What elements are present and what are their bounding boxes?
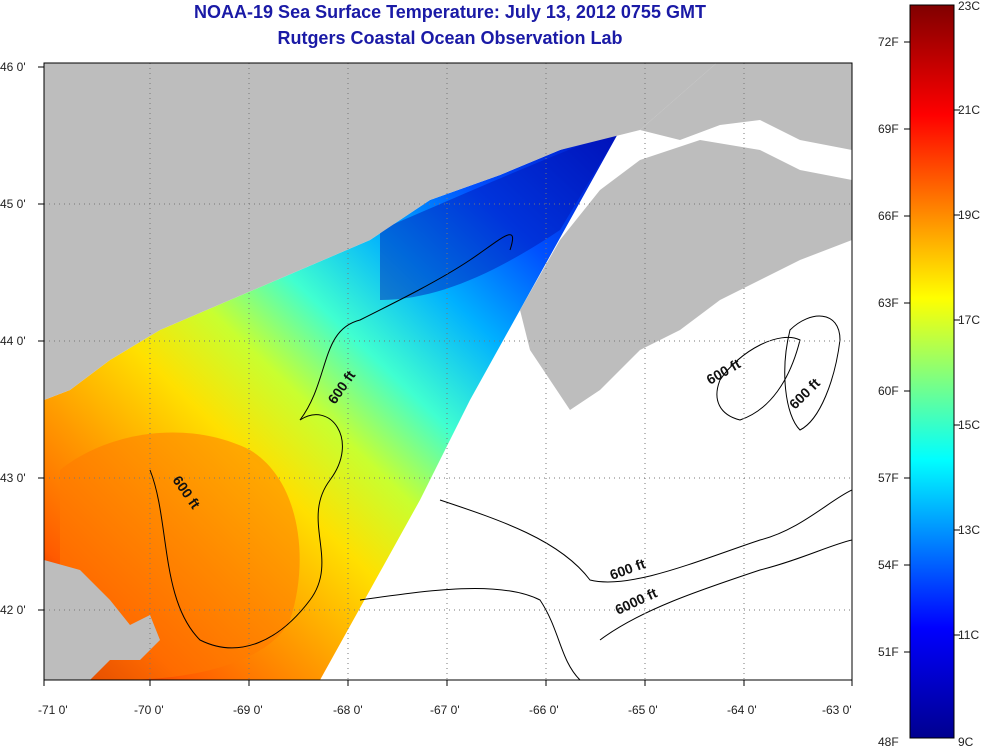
land-new-england (44, 63, 852, 400)
colorbar-f-label: 63F (878, 296, 899, 310)
lon-tick-label: -68 0' (333, 703, 363, 717)
colorbar-c-label: 17C (958, 313, 980, 327)
colorbar-c-label: 19C (958, 208, 980, 222)
axis-ticks (38, 66, 853, 686)
colorbar-f-label: 57F (878, 471, 899, 485)
land-new-brunswick (640, 63, 852, 150)
colorbar-f-label: 51F (878, 645, 899, 659)
colorbar-c-label: 21C (958, 103, 980, 117)
land-nova-scotia (520, 140, 852, 410)
map-subtitle: Rutgers Coastal Ocean Observation Lab (277, 28, 623, 48)
colorbar-f-label: 66F (878, 209, 899, 223)
map-title: NOAA-19 Sea Surface Temperature: July 13… (194, 2, 706, 22)
lon-tick-label: -66 0' (529, 703, 559, 717)
colorbar-c-label: 15C (958, 418, 980, 432)
colorbar-f-label: 54F (878, 558, 899, 572)
colorbar-f-label: 72F (878, 35, 899, 49)
colorbar-f-label: 69F (878, 122, 899, 136)
lon-tick-label: -65 0' (628, 703, 658, 717)
colorbar-f-label: 60F (878, 384, 899, 398)
lon-tick-label: -71 0' (38, 703, 68, 717)
colorbar-ticks (904, 41, 960, 653)
colorbar-c-label: 9C (958, 735, 974, 749)
lon-tick-label: -64 0' (727, 703, 757, 717)
lat-tick-label: 46 0' (0, 60, 26, 74)
colorbar-c-label: 11C (958, 628, 979, 642)
bathymetry-contours (149, 234, 852, 680)
sst-cold-band (380, 130, 620, 300)
colorbar-c-label: 13C (958, 523, 980, 537)
lon-tick-label: -69 0' (233, 703, 263, 717)
colorbar (909, 4, 955, 739)
colorbar-f-label: 48F (878, 735, 899, 749)
lat-tick-label: 45 0' (0, 197, 26, 211)
lat-tick-label: 43 0' (0, 471, 26, 485)
lon-tick-label: -67 0' (430, 703, 460, 717)
lat-tick-label: 44 0' (0, 334, 26, 348)
colorbar-c-label: 23C (958, 0, 980, 13)
land-cape-cod (44, 560, 160, 680)
lon-tick-label: -63 0' (822, 703, 852, 717)
lon-tick-label: -70 0' (134, 703, 164, 717)
lat-tick-label: 42 0' (0, 603, 26, 617)
